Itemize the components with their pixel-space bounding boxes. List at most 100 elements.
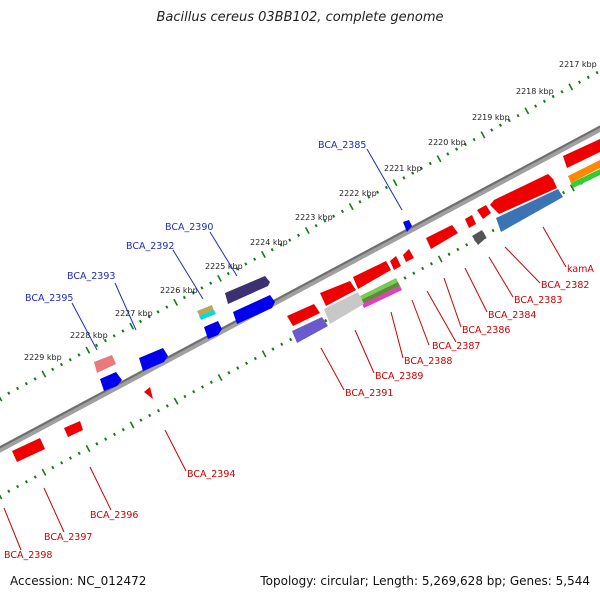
ruler-tick	[104, 437, 108, 441]
kbp-labels: 2217 kbp 2218 kbp 2219 kbp 2220 kbp 2221…	[24, 60, 597, 362]
ruler-tick	[560, 90, 564, 94]
gene-feature[interactable]	[324, 292, 364, 324]
ruler-tick	[428, 161, 432, 166]
ruler-tick	[421, 266, 425, 271]
ruler-tick	[561, 190, 566, 195]
kbp-label: 2219 kbp	[472, 113, 510, 122]
gene-label[interactable]: BCA_2388	[404, 356, 452, 367]
gene-feature[interactable]	[390, 256, 401, 270]
ruler-tick	[253, 356, 257, 361]
gene-feature[interactable]	[360, 278, 398, 300]
ruler-tick	[51, 367, 55, 371]
gene-feature[interactable]	[144, 387, 153, 399]
gene-feature[interactable]	[571, 169, 600, 188]
gene-feature[interactable]	[100, 372, 122, 391]
ruler-tick	[412, 271, 416, 275]
gene-label[interactable]: BCA_2385	[318, 140, 366, 151]
ruler-tick	[165, 404, 169, 408]
gene-label[interactable]: BCA_2394	[187, 469, 235, 480]
gene-label[interactable]: BCA_2384	[488, 310, 536, 321]
ruler-tick	[534, 104, 538, 108]
gene-feature[interactable]	[320, 281, 356, 306]
ruler-tick	[472, 137, 476, 142]
ruler-tick	[139, 418, 143, 422]
ruler-tick	[200, 385, 205, 389]
forward-gene-labels: BCA_2385 BCA_2390 BCA_2392 BCA_2393 BCA_…	[25, 140, 366, 304]
gene-label[interactable]: BCA_2386	[462, 325, 510, 336]
gene-feature[interactable]	[353, 261, 391, 289]
gene-feature[interactable]	[139, 348, 168, 371]
ruler-tick	[85, 346, 91, 354]
ruler-tick	[279, 243, 283, 247]
gene-feature[interactable]	[426, 225, 458, 249]
gene-feature[interactable]	[225, 276, 270, 304]
gene-label[interactable]: BCA_2393	[67, 271, 115, 282]
ruler-tick	[490, 128, 494, 132]
ruler-tick	[173, 298, 179, 306]
gene-feature[interactable]	[563, 139, 600, 168]
gene-feature[interactable]	[197, 305, 214, 317]
ruler-tick	[209, 380, 213, 384]
gene-feature[interactable]	[204, 321, 222, 339]
ruler-tick	[304, 226, 310, 235]
ruler-tick	[7, 489, 11, 493]
gene-label[interactable]: BCA_2397	[44, 532, 92, 543]
gene-label[interactable]: BCA_2387	[432, 341, 480, 352]
gene-feature[interactable]	[496, 189, 563, 232]
gene-feature[interactable]	[403, 220, 412, 232]
gene-feature[interactable]	[472, 230, 486, 245]
gene-feature[interactable]	[287, 304, 320, 326]
ruler-tick	[524, 107, 530, 115]
ruler-tick	[498, 123, 503, 127]
gene-label[interactable]: BCA_2383	[514, 295, 562, 306]
ruler-tick	[324, 318, 328, 323]
ruler-tick	[209, 281, 213, 285]
gene-label[interactable]: BCA_2390	[165, 222, 213, 233]
gene-feature[interactable]	[362, 286, 402, 308]
ruler-tick	[332, 214, 336, 218]
ruler-tick	[41, 370, 47, 378]
gene-feature[interactable]	[465, 215, 476, 228]
gene-feature[interactable]	[361, 282, 400, 304]
gene-label[interactable]: BCA_2395	[25, 293, 73, 304]
ruler-tick	[340, 209, 344, 214]
ruler-tick	[16, 386, 20, 391]
ruler-tick	[173, 397, 179, 405]
gene-feature[interactable]	[490, 174, 557, 214]
ruler-tick	[429, 262, 433, 266]
ruler-tick	[271, 347, 275, 351]
ruler-tick	[419, 166, 424, 171]
gene-label[interactable]: BCA_2382	[541, 280, 589, 291]
ruler-tick	[191, 291, 195, 295]
kbp-label: 2223 kbp	[295, 213, 333, 222]
ruler-tick	[446, 152, 450, 156]
gene-feature[interactable]	[64, 421, 83, 437]
ruler-tick	[138, 319, 143, 324]
ruler-tick	[402, 176, 406, 180]
gene-label[interactable]: BCA_2391	[345, 388, 393, 399]
gene-feature[interactable]	[233, 295, 275, 324]
gene-feature[interactable]	[199, 310, 216, 320]
gene-label[interactable]: BCA_2389	[375, 371, 423, 382]
gene-feature[interactable]	[94, 355, 116, 373]
ruler-tick	[7, 391, 11, 395]
gene-feature[interactable]	[568, 160, 600, 183]
gene-feature[interactable]	[12, 438, 45, 462]
ruler-tick	[112, 334, 116, 338]
gene-label[interactable]: BCA_2392	[126, 241, 174, 252]
gene-label[interactable]: BCA_2396	[90, 510, 138, 521]
ruler-tick	[148, 413, 152, 418]
ruler-tick	[595, 70, 599, 75]
ruler-tick	[568, 83, 574, 91]
ruler-tick	[542, 99, 546, 104]
reverse-gene-labels: kamA BCA_2382 BCA_2383 BCA_2384 BCA_2386…	[4, 264, 594, 561]
gene-label[interactable]: BCA_2398	[4, 550, 52, 561]
gene-label[interactable]: kamA	[567, 264, 594, 275]
kbp-label: 2217 kbp	[559, 60, 597, 69]
ruler-tick	[289, 337, 293, 342]
gene-feature[interactable]	[292, 317, 328, 343]
gene-feature[interactable]	[403, 249, 414, 262]
gene-feature[interactable]	[477, 205, 491, 219]
ruler-tick	[358, 200, 362, 204]
ruler-tick	[491, 228, 495, 233]
